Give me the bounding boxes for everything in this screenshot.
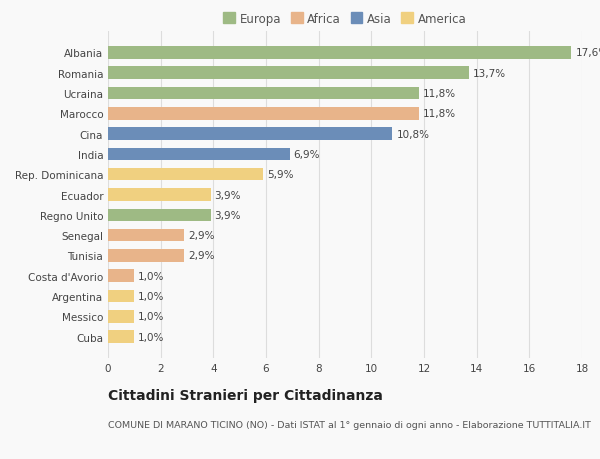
Bar bbox=[108, 250, 184, 262]
Text: 3,9%: 3,9% bbox=[215, 190, 241, 200]
Text: 2,9%: 2,9% bbox=[188, 251, 215, 261]
Text: 1,0%: 1,0% bbox=[138, 312, 164, 322]
Bar bbox=[108, 310, 134, 323]
Text: 13,7%: 13,7% bbox=[473, 68, 506, 78]
Bar bbox=[108, 168, 263, 181]
Text: 3,9%: 3,9% bbox=[215, 210, 241, 220]
Text: 6,9%: 6,9% bbox=[293, 150, 320, 160]
Bar bbox=[108, 148, 290, 161]
Legend: Europa, Africa, Asia, America: Europa, Africa, Asia, America bbox=[221, 10, 469, 28]
Bar bbox=[108, 108, 419, 120]
Text: 5,9%: 5,9% bbox=[268, 170, 294, 180]
Text: 1,0%: 1,0% bbox=[138, 332, 164, 342]
Bar bbox=[108, 230, 184, 242]
Bar bbox=[108, 330, 134, 343]
Bar bbox=[108, 67, 469, 80]
Bar bbox=[108, 47, 571, 60]
Bar bbox=[108, 209, 211, 222]
Text: 1,0%: 1,0% bbox=[138, 271, 164, 281]
Bar bbox=[108, 270, 134, 282]
Bar bbox=[108, 128, 392, 140]
Text: 11,8%: 11,8% bbox=[422, 109, 456, 119]
Text: 17,6%: 17,6% bbox=[575, 48, 600, 58]
Bar bbox=[108, 189, 211, 202]
Bar bbox=[108, 290, 134, 302]
Text: 1,0%: 1,0% bbox=[138, 291, 164, 302]
Text: Cittadini Stranieri per Cittadinanza: Cittadini Stranieri per Cittadinanza bbox=[108, 388, 383, 402]
Text: 2,9%: 2,9% bbox=[188, 230, 215, 241]
Bar bbox=[108, 88, 419, 100]
Text: COMUNE DI MARANO TICINO (NO) - Dati ISTAT al 1° gennaio di ogni anno - Elaborazi: COMUNE DI MARANO TICINO (NO) - Dati ISTA… bbox=[108, 420, 591, 429]
Text: 11,8%: 11,8% bbox=[422, 89, 456, 99]
Text: 10,8%: 10,8% bbox=[397, 129, 430, 139]
